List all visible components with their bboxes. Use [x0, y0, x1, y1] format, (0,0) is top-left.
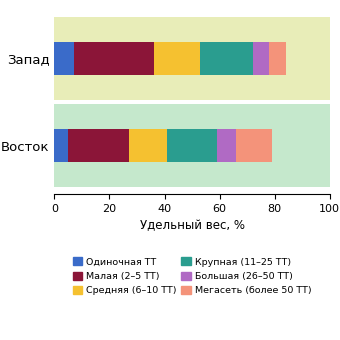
Bar: [129, 129, 167, 162]
X-axis label: Удельный вес, %: Удельный вес, %: [140, 219, 244, 232]
Bar: [54, 17, 330, 100]
Bar: [54, 42, 74, 75]
Bar: [253, 42, 269, 75]
Bar: [200, 42, 253, 75]
Bar: [54, 129, 68, 162]
Bar: [68, 129, 129, 162]
Legend: Одиночная ТТ, Малая (2–5 ТТ), Средняя (6–10 ТТ), Крупная (11–25 ТТ), Большая (26: Одиночная ТТ, Малая (2–5 ТТ), Средняя (6…: [69, 254, 315, 299]
Bar: [236, 129, 272, 162]
Bar: [54, 104, 330, 187]
Bar: [269, 42, 286, 75]
Bar: [154, 42, 200, 75]
Bar: [167, 129, 217, 162]
Bar: [74, 42, 154, 75]
Bar: [217, 129, 236, 162]
